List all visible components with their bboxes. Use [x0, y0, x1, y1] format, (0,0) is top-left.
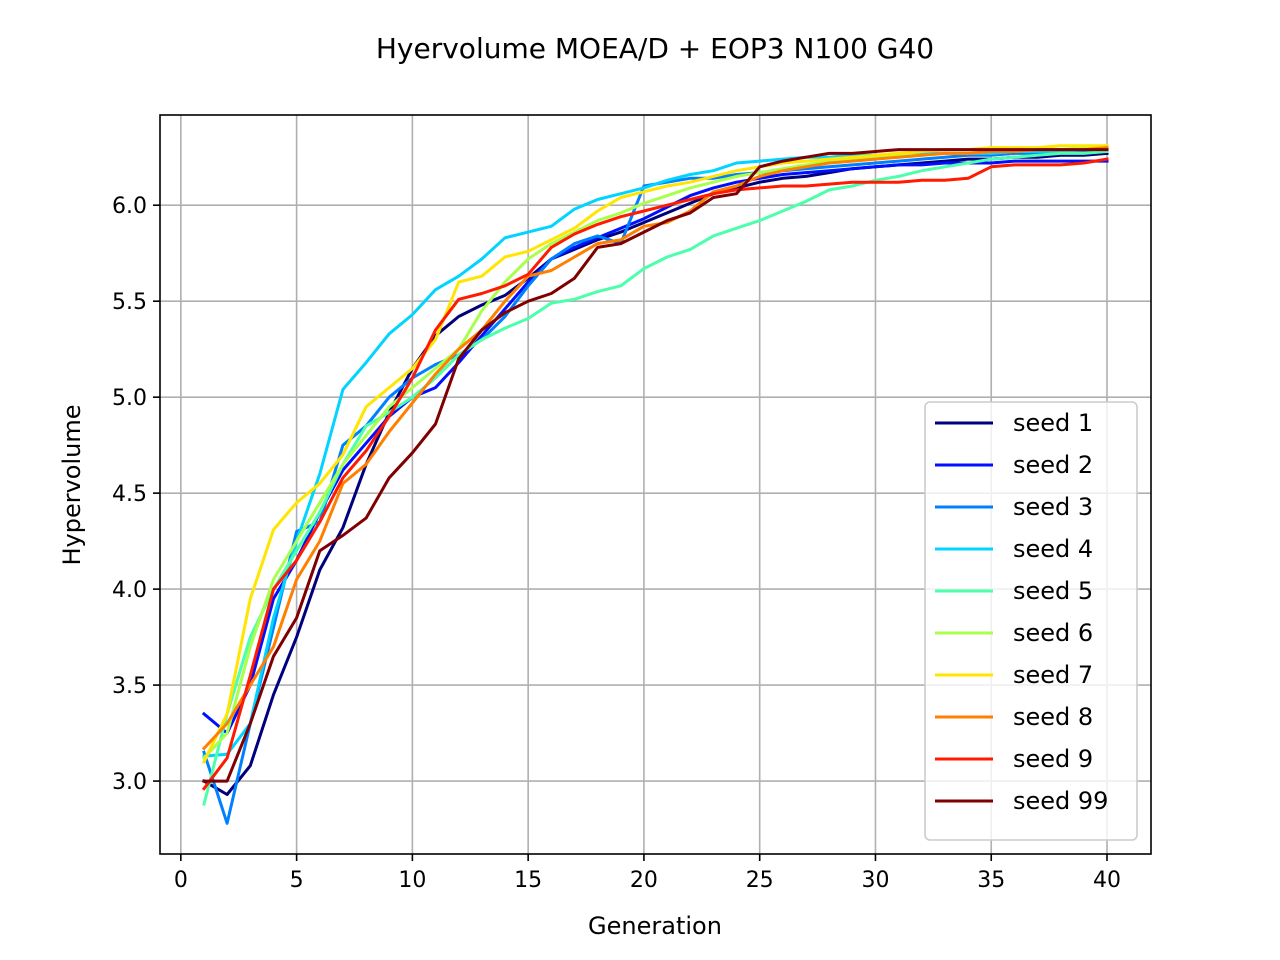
y-tick-label: 6.0	[112, 194, 147, 219]
y-tick-label: 4.5	[112, 482, 147, 507]
legend-label: seed 6	[1013, 619, 1093, 647]
legend-label: seed 99	[1013, 787, 1108, 815]
legend-label: seed 2	[1013, 451, 1093, 479]
plot-frame	[159, 114, 1152, 855]
axis-ticks: 0 5 10 15 20 25 30 35 40 3.0 3.5 4.0 4.5 5.0 5.5 6.0	[112, 194, 1121, 893]
y-tick-label: 4.0	[112, 578, 147, 603]
x-tick-label: 0	[174, 868, 188, 893]
series-line-seed-2	[201, 159, 1109, 735]
x-tick-label: 25	[746, 868, 774, 893]
y-tick-label: 3.5	[112, 674, 147, 699]
x-tick-label: 30	[861, 868, 889, 893]
series-line-seed-8	[201, 145, 1109, 751]
x-tick-label: 10	[398, 868, 426, 893]
y-axis-label: Hypervolume	[58, 404, 86, 565]
series-line-seed-1	[201, 151, 1109, 796]
y-tick-label: 5.5	[112, 290, 147, 315]
legend-label: seed 8	[1013, 703, 1093, 731]
legend-label: seed 3	[1013, 493, 1093, 521]
x-axis-label: Generation	[588, 912, 722, 940]
chart-title: Hyervolume MOEA/D + EOP3 N100 G40	[376, 32, 934, 65]
legend-label: seed 5	[1013, 577, 1093, 605]
series-line-seed-9	[201, 157, 1109, 791]
legend-label: seed 4	[1013, 535, 1093, 563]
series-lines	[201, 144, 1109, 825]
x-tick-label: 20	[630, 868, 658, 893]
x-tick-label: 5	[290, 868, 304, 893]
legend-label: seed 9	[1013, 745, 1093, 773]
series-line-seed-5	[202, 149, 1109, 806]
x-tick-label: 40	[1093, 868, 1121, 893]
legend-label: seed 1	[1013, 409, 1093, 437]
legend-label: seed 7	[1013, 661, 1093, 689]
series-line-seed-99	[202, 148, 1109, 783]
x-tick-label: 35	[977, 868, 1005, 893]
x-tick-label: 15	[514, 868, 542, 893]
y-tick-label: 5.0	[112, 386, 147, 411]
legend-box	[924, 401, 1138, 841]
y-tick-label: 3.0	[112, 770, 147, 795]
legend: seed 1 seed 2 seed 3 seed 4 seed 5 seed 6 seed…	[924, 401, 1138, 841]
